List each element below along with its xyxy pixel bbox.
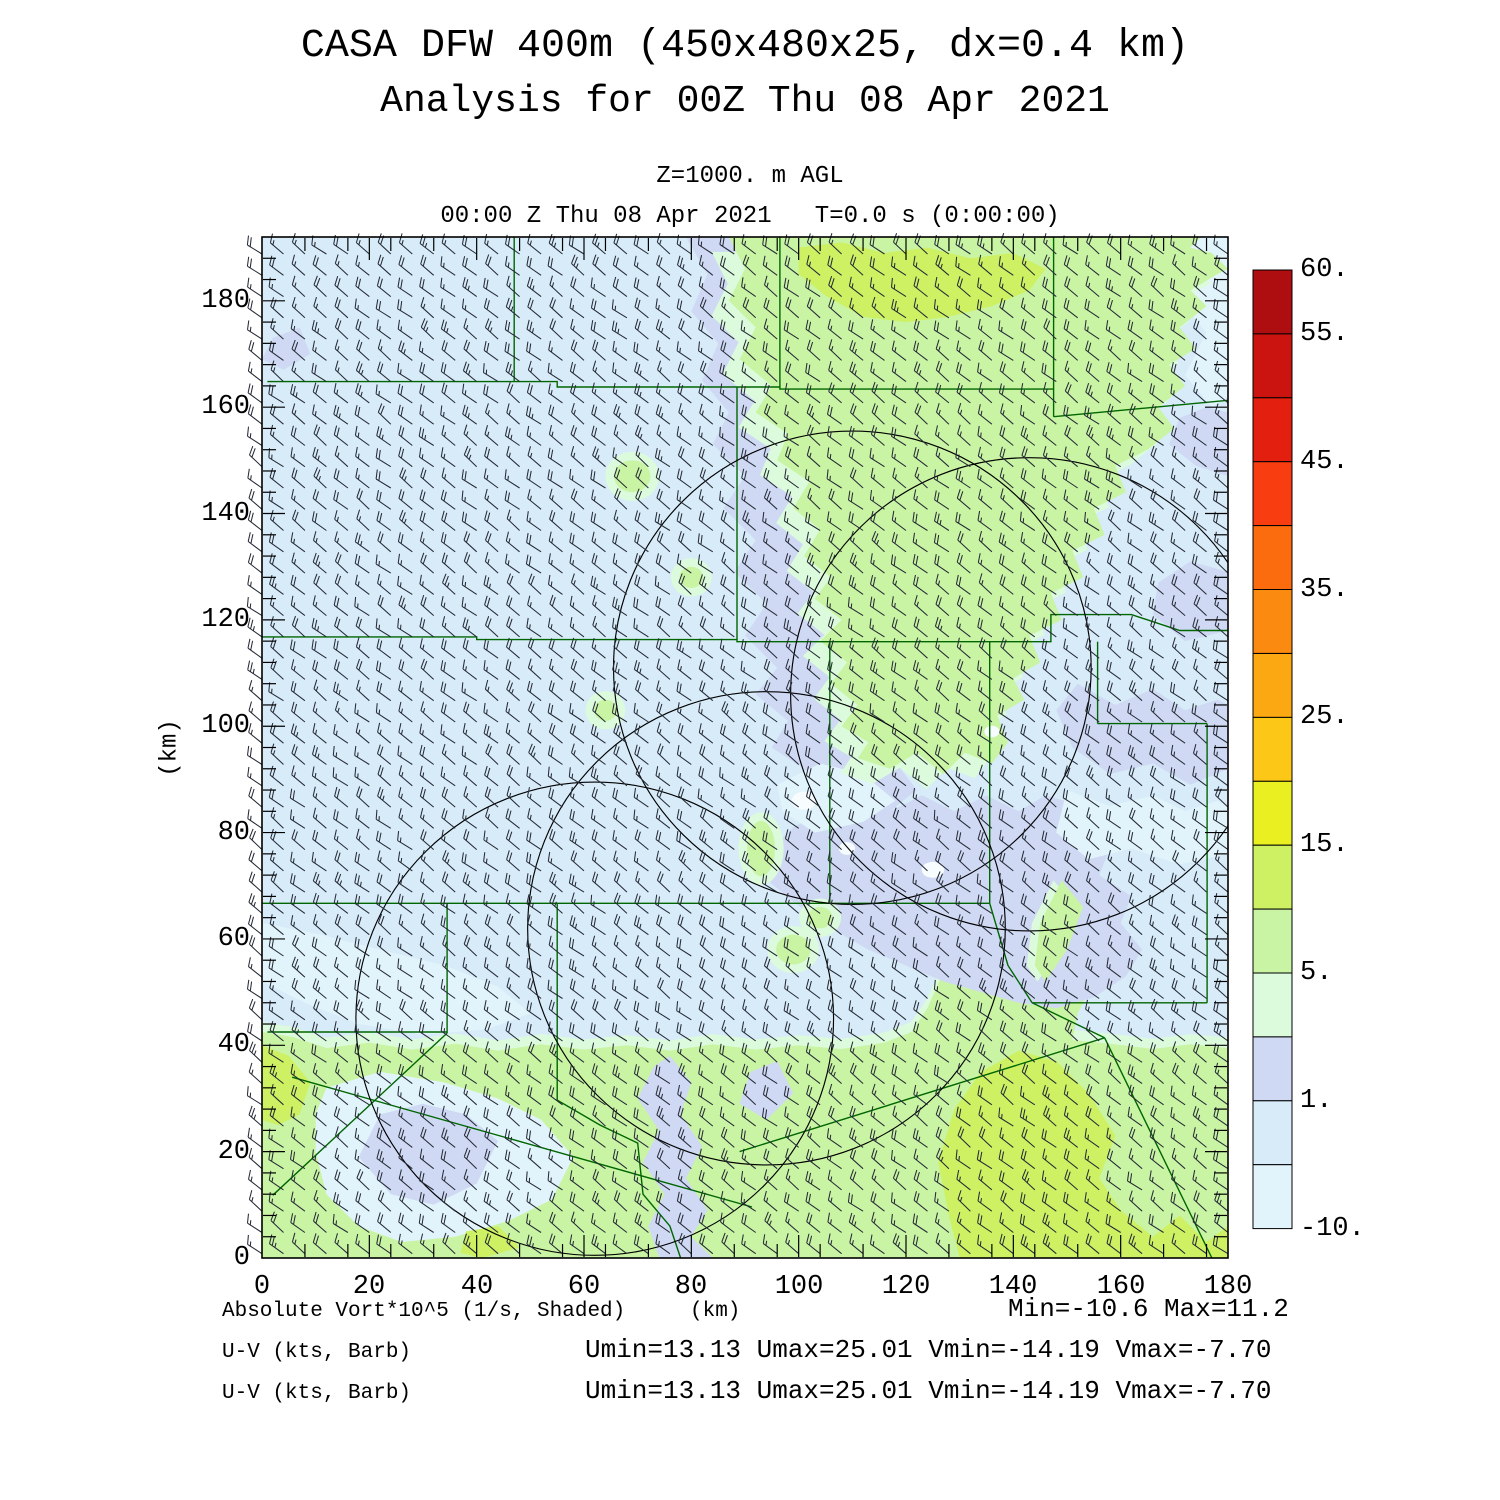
vorticity-region-lavender-5 [637, 1055, 713, 1258]
x-tick-label-20: 20 [352, 1272, 386, 1302]
colorbar-segment-14 [1252, 1164, 1293, 1230]
colorbar-label-35.: 35. [1300, 575, 1349, 605]
vorticity-region-lavender-2 [1056, 683, 1228, 785]
barb-stats-2: Umin=13.13 Umax=25.01 Vmin=-14.19 Vmax=-… [585, 1376, 1272, 1406]
plot-subtitle: Analysis for 00Z Thu 08 Apr 2021 [380, 80, 1110, 123]
vorticity-region-green-main [728, 237, 1228, 775]
colorbar-label-45.: 45. [1300, 447, 1349, 477]
axis-ticks [263, 238, 1227, 1257]
colorbar-segment-12 [1252, 1036, 1293, 1102]
vorticity-region-yellowgreen-0 [798, 242, 1046, 323]
y-tick-label-80: 80 [217, 818, 250, 848]
x-tick-label-100: 100 [774, 1272, 824, 1302]
vorticity-region-pale-3 [1056, 790, 1228, 865]
x-tick-label-180: 180 [1203, 1272, 1253, 1302]
colorbar-segment-10 [1252, 908, 1293, 974]
y-tick-label-180: 180 [201, 286, 250, 316]
x-tick-label-140: 140 [988, 1272, 1038, 1302]
x-tick-label-120: 120 [881, 1272, 931, 1302]
colorbar-label-60.: 60. [1300, 255, 1349, 285]
vorticity-region-lavender-6 [739, 1061, 794, 1120]
y-tick-label-120: 120 [201, 605, 250, 635]
y-tick-label-140: 140 [201, 499, 250, 529]
colorbar-segment-2 [1252, 397, 1293, 463]
colorbar-label--10.: -10. [1300, 1214, 1365, 1244]
x-tick-label-0: 0 [253, 1272, 271, 1302]
colorbar [1252, 269, 1293, 1230]
y-tick-label-160: 160 [201, 392, 250, 422]
colorbar-segment-13 [1252, 1100, 1293, 1166]
colorbar-segment-6 [1252, 653, 1293, 718]
x-tick-label-60: 60 [567, 1272, 601, 1302]
colorbar-segment-8 [1252, 780, 1293, 846]
x-axis-unit: (km) [690, 1300, 741, 1323]
colorbar-segment-11 [1252, 972, 1293, 1038]
map-border [261, 236, 1229, 1259]
vorticity-region-yellowgreen-2 [262, 1045, 311, 1126]
colorbar-label-55.: 55. [1300, 319, 1349, 349]
y-tick-label-0: 0 [233, 1243, 250, 1273]
x-tick-label-80: 80 [674, 1272, 708, 1302]
barb-legend-label-2: U-V (kts, Barb) [222, 1382, 412, 1405]
colorbar-segment-1 [1252, 333, 1293, 399]
plot-title: CASA DFW 400m (450x480x25, dx=0.4 km) [300, 24, 1190, 69]
colorbar-segment-4 [1252, 525, 1293, 590]
colorbar-label-1.: 1. [1300, 1086, 1333, 1116]
vorticity-region-lavender-7 [262, 327, 311, 370]
colorbar-segment-9 [1252, 844, 1293, 910]
vorticity-region-lavender-4 [1169, 407, 1228, 477]
colorbar-label-5.: 5. [1300, 958, 1333, 988]
x-tick-label-40: 40 [460, 1272, 494, 1302]
wind-barbs [246, 232, 1229, 1255]
y-tick-label-100: 100 [201, 711, 250, 741]
field-minmax-label: Min=-10.6 Max=11.2 [1008, 1294, 1289, 1324]
barb-legend-label-1: U-V (kts, Barb) [222, 1341, 412, 1364]
colorbar-segment-7 [1252, 716, 1293, 782]
colorbar-segment-0 [1252, 269, 1293, 335]
colorbar-segment-5 [1252, 589, 1293, 654]
valid-time-label: 00:00 Z Thu 08 Apr 2021 T=0.0 s (0:00:00… [440, 203, 1060, 230]
vorticity-region-yellowgreen-3 [460, 1226, 520, 1258]
colorbar-segment-3 [1252, 461, 1293, 527]
barb-stats-1: Umin=13.13 Umax=25.01 Vmin=-14.19 Vmax=-… [585, 1335, 1272, 1365]
y-tick-label-40: 40 [217, 1030, 250, 1060]
level-label: Z=1000. m AGL [656, 163, 844, 190]
y-tick-label-20: 20 [217, 1137, 250, 1167]
y-tick-label-60: 60 [217, 924, 250, 954]
vorticity-region-pale-1 [1163, 237, 1228, 408]
map-field [262, 237, 1228, 1258]
colorbar-label-15.: 15. [1300, 830, 1349, 860]
x-tick-label-160: 160 [1096, 1272, 1146, 1302]
shaded-field-label: Absolute Vort*10^5 (1/s, Shaded) [222, 1300, 626, 1323]
colorbar-label-25.: 25. [1300, 702, 1349, 732]
